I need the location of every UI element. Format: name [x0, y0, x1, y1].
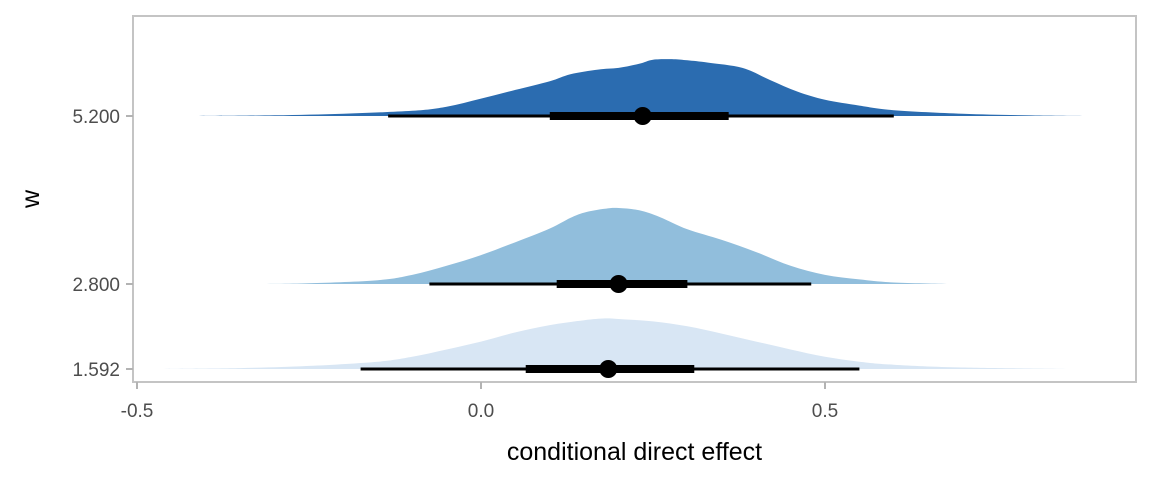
point-estimate-w-5.200 [633, 107, 652, 125]
x-tick-label: -0.5 [121, 401, 154, 422]
x-tick-label: 0.0 [468, 401, 494, 422]
density-w-1.592 [157, 318, 1073, 369]
point-estimate-w-2.800 [609, 275, 628, 293]
panel-border [132, 15, 1137, 383]
density-w-5.200 [198, 59, 1087, 116]
x-axis-title: conditional direct effect [507, 438, 762, 466]
density-layer [157, 59, 1087, 369]
y-tick-label: 1.592 [72, 360, 120, 381]
y-axis: 5.200 2.800 1.592 [72, 107, 133, 381]
x-axis: -0.5 0.0 0.5 [121, 382, 838, 422]
x-tick-label: 0.5 [812, 401, 838, 422]
y-tick-label: 5.200 [72, 107, 120, 128]
interval-layer [360, 107, 894, 378]
y-axis-title: w [17, 189, 45, 209]
y-tick-label: 2.800 [72, 275, 120, 296]
point-estimate-w-1.592 [599, 360, 618, 378]
density-w-2.800 [254, 207, 949, 284]
